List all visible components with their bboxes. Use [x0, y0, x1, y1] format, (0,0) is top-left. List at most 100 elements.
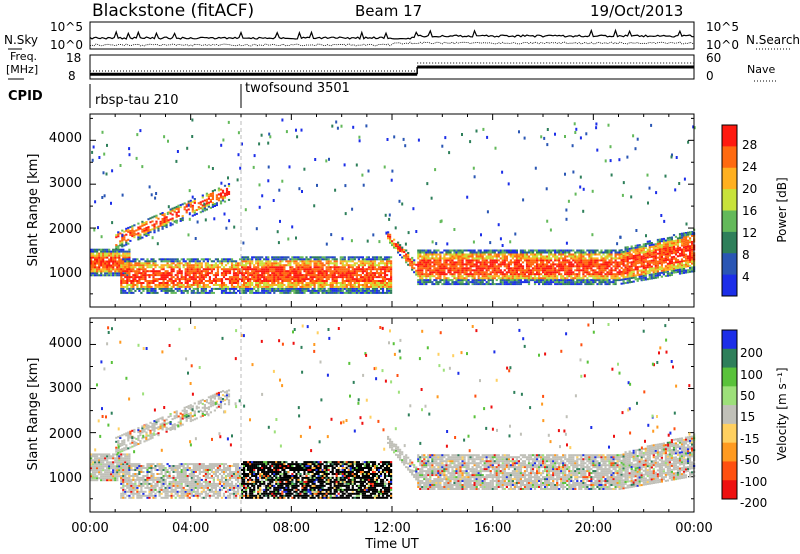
power-cell — [544, 273, 547, 276]
power-cell — [165, 222, 168, 225]
power-cell — [459, 281, 462, 284]
power-cell — [124, 268, 127, 271]
power-cell — [560, 279, 563, 282]
power-cell — [491, 267, 494, 270]
power-cell — [670, 240, 673, 243]
power-cell — [219, 196, 223, 199]
power-cell — [388, 284, 391, 286]
power-cell-sparse — [314, 158, 317, 161]
power-cell — [390, 282, 393, 284]
power-cell — [249, 272, 252, 275]
power-cell — [548, 257, 551, 260]
power-cell — [598, 283, 601, 286]
power-cell — [386, 266, 389, 269]
power-cell — [223, 200, 227, 203]
power-cell — [548, 283, 551, 286]
power-cell — [672, 261, 676, 264]
power-cell — [311, 287, 314, 290]
power-cell — [632, 255, 635, 257]
power-cell — [544, 249, 547, 252]
power-cell — [459, 279, 462, 282]
power-cell — [217, 193, 220, 196]
power-cell — [339, 258, 342, 261]
power-cell — [293, 256, 296, 259]
power-cell — [584, 263, 587, 266]
power-cell — [267, 256, 270, 259]
power-cell — [271, 274, 274, 277]
power-cell — [90, 264, 93, 267]
power-cell — [616, 267, 619, 270]
power-cell — [483, 249, 486, 252]
power-cell — [267, 274, 270, 277]
power-cell — [207, 205, 210, 208]
power-cell — [144, 260, 147, 263]
power-cell — [566, 273, 569, 276]
power-cell — [146, 285, 149, 288]
power-cell — [540, 279, 543, 282]
power-cell — [640, 273, 643, 276]
power-cell — [160, 264, 163, 267]
power-cell — [538, 269, 541, 272]
power-cell — [582, 255, 585, 258]
power-cell-sparse — [187, 233, 190, 237]
power-cell — [501, 255, 504, 258]
power-cell — [447, 279, 450, 282]
power-cell — [606, 251, 609, 254]
power-cell — [606, 263, 609, 266]
power-cell — [626, 273, 629, 276]
power-cell — [124, 256, 127, 259]
power-cell — [271, 287, 274, 290]
power-cell — [237, 272, 240, 275]
power-cell — [415, 273, 418, 276]
power-cell — [297, 282, 300, 284]
power-cell — [638, 250, 641, 252]
power-cell — [299, 280, 302, 282]
power-cell — [275, 268, 278, 271]
power-cell — [630, 269, 633, 272]
power-cell — [159, 212, 162, 215]
power-cell — [588, 281, 591, 284]
power-cell — [538, 271, 541, 274]
power-cell — [201, 210, 204, 213]
power-cell — [297, 262, 300, 265]
power-cell — [92, 248, 95, 251]
power-cell — [612, 283, 615, 286]
power-cell — [598, 263, 601, 266]
power-cell — [227, 185, 231, 188]
power-cell — [425, 249, 428, 252]
power-cell — [144, 276, 147, 279]
power-cell — [98, 270, 101, 273]
power-cell — [162, 274, 165, 277]
power-cell — [345, 274, 348, 277]
power-cell — [110, 272, 113, 275]
power-cell — [192, 258, 195, 261]
power-cell — [363, 278, 366, 281]
power-cell — [339, 284, 342, 286]
power-cell — [283, 287, 286, 290]
power-cell — [192, 282, 195, 284]
power-cell — [289, 268, 292, 271]
power-cell — [184, 268, 187, 271]
power-cell — [479, 251, 482, 254]
power-cell — [295, 270, 298, 273]
power-cell — [210, 280, 213, 282]
power-cell — [345, 276, 348, 279]
power-cell — [202, 287, 205, 290]
power-cell — [580, 281, 583, 284]
power-cell — [487, 275, 490, 278]
power-cell — [301, 264, 304, 267]
power-cell — [399, 254, 402, 256]
power-cell — [285, 276, 288, 279]
power-cell — [584, 275, 587, 278]
power-cell — [117, 233, 120, 236]
power-cell — [610, 281, 613, 284]
power-cell — [343, 270, 346, 273]
power-cell — [540, 261, 543, 264]
power-cell — [634, 264, 637, 267]
power-cell — [676, 241, 680, 244]
power-cell — [435, 257, 438, 260]
power-cell — [505, 267, 508, 270]
power-cell — [489, 259, 492, 262]
power-cell — [393, 238, 396, 241]
power-cell — [198, 276, 201, 279]
